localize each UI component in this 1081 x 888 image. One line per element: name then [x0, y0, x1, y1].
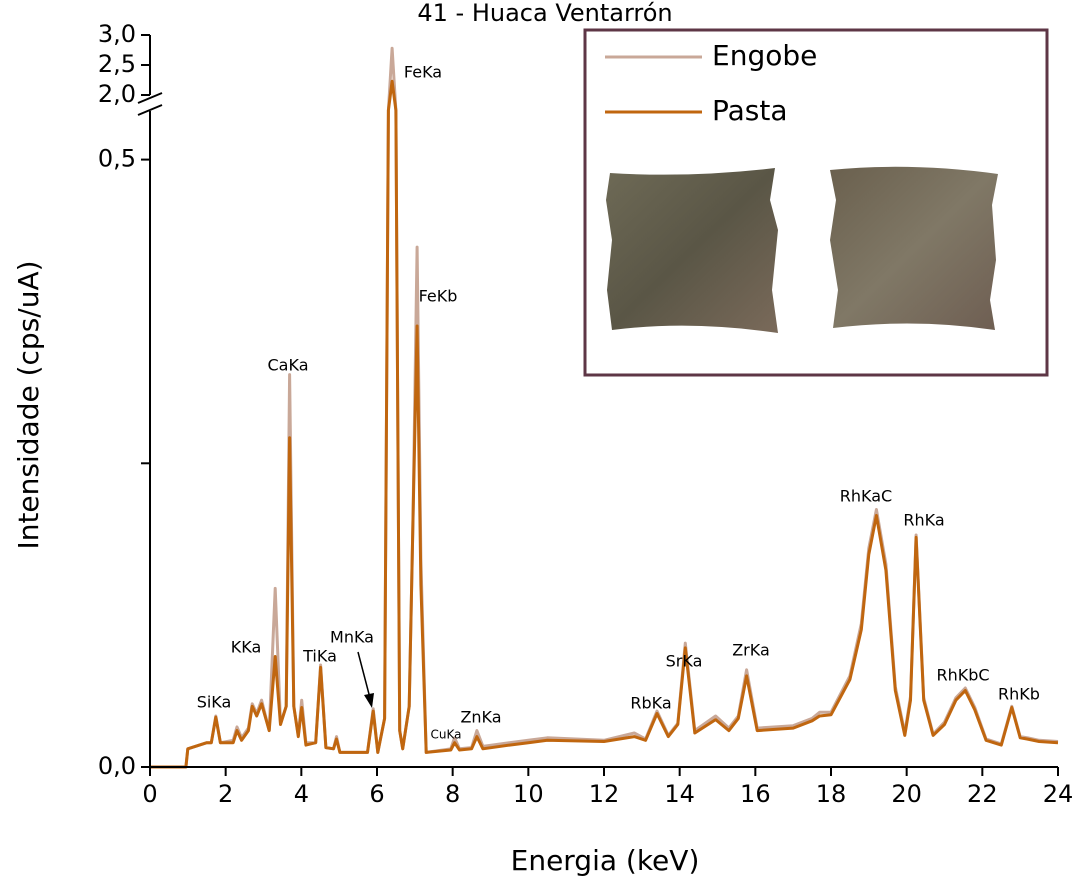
y-tick-label: 2,0: [98, 80, 136, 108]
peak-label: SiKa: [197, 693, 232, 712]
x-tick-label: 20: [891, 780, 922, 808]
x-tick-label: 16: [740, 780, 771, 808]
axis-break: [137, 92, 163, 104]
x-tick-label: 0: [142, 780, 157, 808]
chart-title: 41 - Huaca Ventarrón: [417, 0, 672, 27]
photo-sherd: [606, 168, 778, 333]
peak-label: RhKb: [998, 685, 1040, 704]
y-tick-label: 2,5: [98, 50, 136, 78]
peak-label: CaKa: [268, 356, 309, 375]
peak-label: RbKa: [630, 694, 671, 713]
x-tick-label: 2: [218, 780, 233, 808]
x-tick-label: 18: [816, 780, 847, 808]
y-tick-label: 3,0: [98, 20, 136, 48]
x-tick-label: 8: [445, 780, 460, 808]
peak-label: CuKa: [431, 728, 462, 742]
axis-break: [137, 104, 163, 116]
annotation-arrow: [357, 651, 371, 699]
x-tick-label: 12: [589, 780, 620, 808]
peak-label: RhKa: [903, 511, 944, 530]
annotation-arrowhead: [364, 693, 374, 708]
x-tick-label: 4: [294, 780, 309, 808]
legend: Engobe Pasta: [583, 28, 1049, 377]
x-tick-label: 14: [664, 780, 695, 808]
y-axis-title: Intensidade (cps/uA): [12, 260, 45, 549]
peak-label: FeKb: [419, 287, 458, 306]
x-tick-label: 24: [1043, 780, 1074, 808]
x-tick-label: 10: [513, 780, 544, 808]
y-tick-label: 0,5: [98, 145, 136, 173]
spectrum-line: [150, 79, 1059, 769]
peak-label: ZnKa: [460, 708, 501, 727]
y-tick-label: 0,0: [98, 752, 136, 780]
peak-label: KKa: [231, 638, 262, 657]
peak-label: FeKa: [404, 63, 442, 82]
peak-label: RhKbC: [936, 666, 989, 685]
legend-label: Pasta: [712, 94, 788, 127]
peak-label: TiKa: [302, 647, 337, 666]
x-tick-label: 22: [967, 780, 998, 808]
peak-label: RhKaC: [840, 487, 892, 506]
peak-label: MnKa: [330, 628, 374, 647]
peak-label: ZrKa: [732, 641, 770, 660]
x-axis-title: Energia (keV): [511, 844, 700, 877]
x-tick-label: 6: [369, 780, 384, 808]
photo-sherd: [830, 166, 998, 330]
legend-label: Engobe: [712, 39, 817, 72]
peak-label: SrKa: [666, 652, 703, 671]
